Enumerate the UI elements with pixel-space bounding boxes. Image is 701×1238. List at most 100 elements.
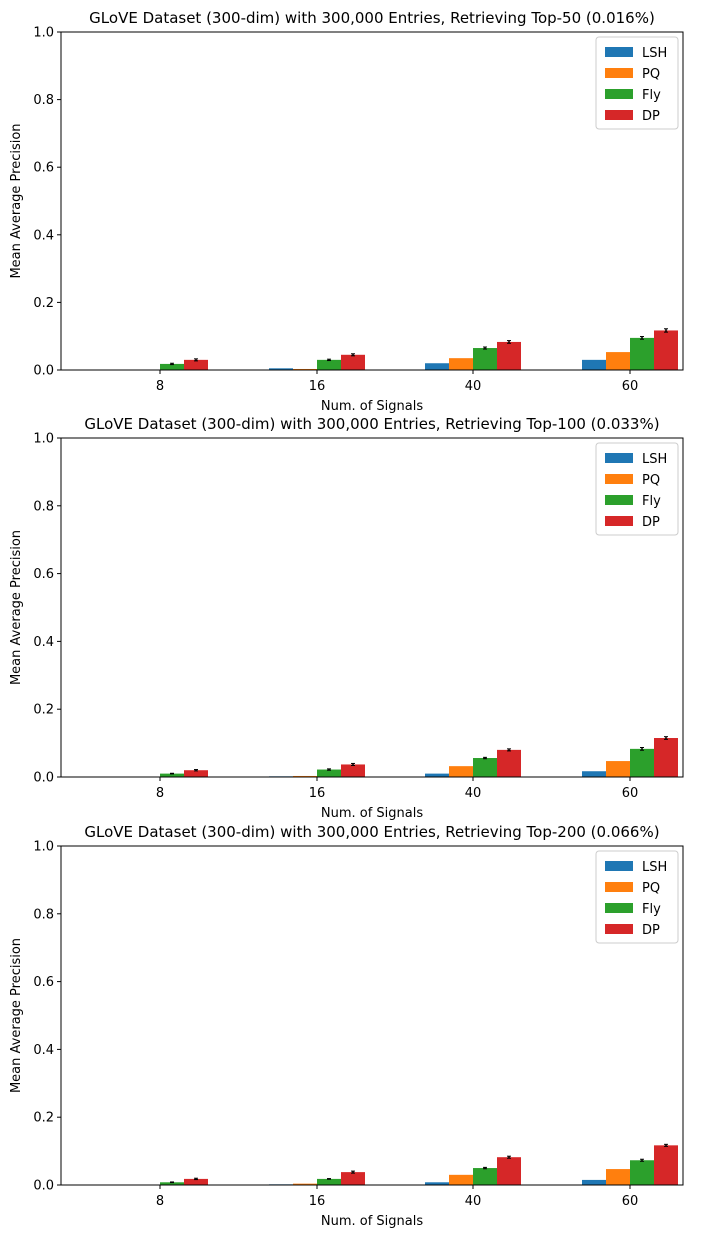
- bar-pq-40: [449, 1174, 473, 1185]
- x-tick-label: 40: [465, 786, 482, 801]
- bar-pq-40: [449, 766, 473, 777]
- bar-pq-16: [293, 775, 317, 777]
- bar-dp-16: [341, 764, 365, 777]
- chart-title: GLoVE Dataset (300-dim) with 300,000 Ent…: [89, 9, 655, 27]
- chart-title: GLoVE Dataset (300-dim) with 300,000 Ent…: [84, 823, 659, 841]
- bar-lsh-40: [425, 1182, 449, 1185]
- x-axis-label: Num. of Signals: [321, 399, 423, 414]
- x-tick-label: 60: [622, 786, 639, 801]
- y-tick-label: 0.4: [33, 228, 54, 243]
- y-tick-label: 0.8: [33, 907, 54, 922]
- legend: LSH PQ Fly DP: [595, 442, 679, 536]
- legend-label-dp: DP: [642, 923, 660, 938]
- legend-label-fly: Fly: [642, 494, 661, 509]
- legend-label-dp: DP: [642, 515, 660, 530]
- bar-fly-40: [473, 1168, 497, 1185]
- x-tick-label: 8: [156, 1194, 164, 1209]
- y-tick-label: 1.0: [33, 432, 54, 447]
- legend-swatch-fly: [605, 89, 633, 99]
- y-tick-label: 0.8: [33, 499, 54, 514]
- legend-swatch-lsh: [605, 453, 633, 463]
- plot-frame: [60, 845, 684, 1186]
- legend-swatch-dp: [605, 110, 633, 120]
- y-tick-label: 0.4: [33, 635, 54, 650]
- y-axis-label: Mean Average Precision: [9, 530, 24, 685]
- legend-label-lsh: LSH: [642, 860, 667, 875]
- legend-swatch-pq: [605, 882, 633, 892]
- y-tick-label: 0.2: [33, 703, 54, 718]
- bar-dp-40: [497, 341, 521, 370]
- y-axis-label: Mean Average Precision: [9, 123, 24, 278]
- legend-swatch-dp: [605, 516, 633, 526]
- chart-panel-3: GLoVE Dataset (300-dim) with 300,000 Ent…: [9, 823, 684, 1229]
- bar-pq-60: [606, 761, 630, 777]
- y-tick-label: 0.6: [33, 161, 54, 176]
- legend-box: [595, 36, 679, 130]
- legend: LSH PQ Fly DP: [595, 36, 679, 130]
- bar-lsh-16: [269, 368, 293, 370]
- legend-swatch-lsh: [605, 861, 633, 871]
- x-tick-label: 16: [309, 786, 326, 801]
- bar-fly-16: [317, 359, 341, 370]
- bar-dp-40: [497, 749, 521, 777]
- x-tick-label: 40: [465, 379, 482, 394]
- legend-label-pq: PQ: [642, 473, 660, 488]
- bar-dp-60: [654, 1145, 678, 1185]
- y-tick-label: 0.2: [33, 296, 54, 311]
- bar-lsh-60: [582, 359, 606, 370]
- y-tick-label: 0.8: [33, 93, 54, 108]
- x-tick-label: 8: [156, 786, 164, 801]
- y-tick-label: 0.0: [33, 771, 54, 786]
- bar-fly-16: [317, 769, 341, 777]
- legend-box: [595, 850, 679, 944]
- y-tick-label: 0.6: [33, 975, 54, 990]
- x-axis-label: Num. of Signals: [321, 806, 423, 821]
- legend-label-lsh: LSH: [642, 452, 667, 467]
- x-axis-label: Num. of Signals: [321, 1214, 423, 1229]
- legend-label-pq: PQ: [642, 881, 660, 896]
- bar-pq-40: [449, 358, 473, 370]
- bar-dp-16: [341, 1172, 365, 1185]
- bar-fly-8: [160, 363, 184, 370]
- bar-pq-16: [293, 1183, 317, 1185]
- bar-dp-40: [497, 1157, 521, 1185]
- plot-frame: [60, 31, 684, 371]
- y-tick-label: 0.6: [33, 567, 54, 582]
- chart-title: GLoVE Dataset (300-dim) with 300,000 Ent…: [84, 415, 659, 433]
- plot-frame: [60, 437, 684, 778]
- legend-label-pq: PQ: [642, 67, 660, 82]
- legend-swatch-pq: [605, 474, 633, 484]
- bar-fly-8: [160, 1182, 184, 1185]
- x-tick-label: 60: [622, 1194, 639, 1209]
- y-tick-label: 1.0: [33, 26, 54, 41]
- bar-pq-60: [606, 352, 630, 370]
- y-axis-label: Mean Average Precision: [9, 938, 24, 1093]
- bar-fly-8: [160, 773, 184, 777]
- bar-fly-60: [630, 748, 654, 777]
- legend-swatch-lsh: [605, 47, 633, 57]
- y-tick-label: 0.0: [33, 1179, 54, 1194]
- bar-fly-16: [317, 1178, 341, 1185]
- x-tick-label: 16: [309, 1194, 326, 1209]
- bar-pq-16: [293, 368, 317, 370]
- bar-lsh-60: [582, 771, 606, 777]
- bar-fly-40: [473, 758, 497, 777]
- bar-fly-40: [473, 348, 497, 370]
- chart-panel-2: GLoVE Dataset (300-dim) with 300,000 Ent…: [9, 415, 684, 821]
- legend-label-dp: DP: [642, 109, 660, 124]
- legend-label-fly: Fly: [642, 902, 661, 917]
- bar-lsh-40: [425, 363, 449, 370]
- legend-swatch-fly: [605, 495, 633, 505]
- legend-swatch-pq: [605, 68, 633, 78]
- x-tick-label: 60: [622, 379, 639, 394]
- bar-pq-60: [606, 1169, 630, 1185]
- bar-dp-60: [654, 738, 678, 777]
- legend: LSH PQ Fly DP: [595, 850, 679, 944]
- y-tick-label: 1.0: [33, 840, 54, 855]
- legend-label-fly: Fly: [642, 88, 661, 103]
- bar-dp-16: [341, 354, 365, 370]
- legend-label-lsh: LSH: [642, 46, 667, 61]
- y-tick-label: 0.0: [33, 364, 54, 379]
- legend-box: [595, 442, 679, 536]
